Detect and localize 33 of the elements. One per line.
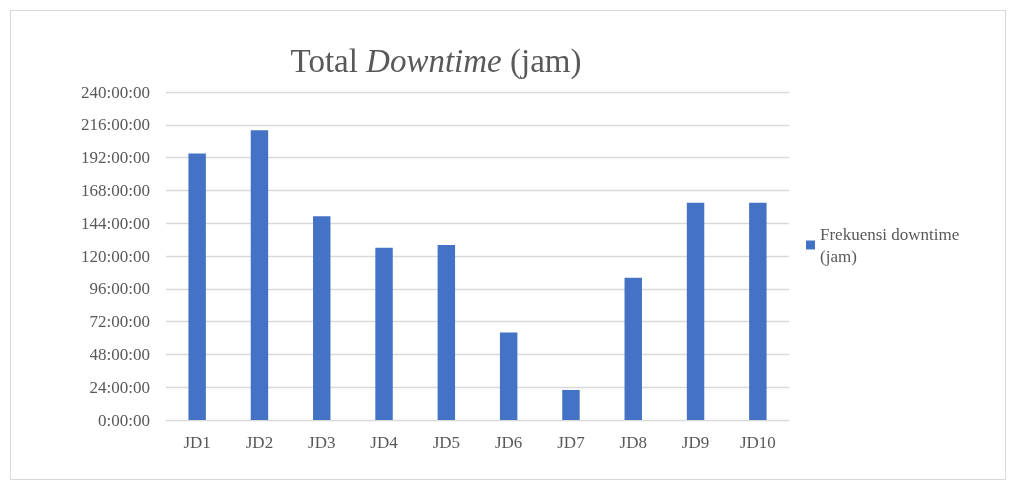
y-tick-label: 96:00:00 [89, 279, 150, 299]
bar [624, 277, 642, 420]
chart-title: Total Downtime (jam) [290, 42, 582, 80]
y-tick-label: 144:00:00 [81, 213, 150, 233]
x-tick-label: JD6 [494, 433, 523, 452]
y-tick-label: 0:00:00 [98, 410, 150, 430]
bar [188, 153, 206, 420]
bar [499, 332, 518, 420]
x-tick-label: JD3 [308, 433, 336, 452]
y-tick-label: 48:00:00 [89, 344, 150, 364]
bar [686, 202, 705, 420]
x-tick-label: JD7 [557, 433, 586, 452]
x-tick-label: JD8 [619, 433, 647, 452]
y-tick-label: 168:00:00 [81, 180, 150, 200]
x-tick-label: JD5 [432, 433, 461, 452]
x-tick-label: JD10 [739, 433, 776, 452]
x-tick-label: JD2 [245, 433, 274, 452]
x-tick-label: JD4 [370, 433, 399, 452]
bar [749, 202, 767, 420]
y-tick-label: 72:00:00 [89, 312, 150, 332]
x-tick-label: JD1 [183, 433, 211, 452]
x-tick-label: JD9 [681, 433, 710, 452]
bar [375, 247, 393, 420]
y-tick-label: 24:00:00 [89, 377, 150, 397]
y-tick-label: 120:00:00 [81, 246, 150, 266]
bar [562, 389, 580, 420]
bar [250, 130, 269, 420]
legend-label: Frekuensi downtime (jam) [820, 224, 964, 266]
bar [313, 216, 331, 420]
bar [437, 245, 456, 420]
y-tick-label: 192:00:00 [81, 148, 150, 168]
y-tick-label: 216:00:00 [81, 115, 150, 135]
y-tick-label: 240:00:00 [81, 82, 150, 102]
